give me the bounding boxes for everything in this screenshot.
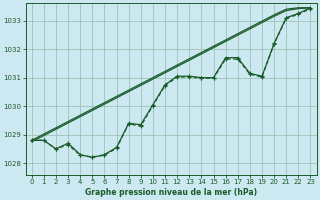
X-axis label: Graphe pression niveau de la mer (hPa): Graphe pression niveau de la mer (hPa) <box>85 188 257 197</box>
